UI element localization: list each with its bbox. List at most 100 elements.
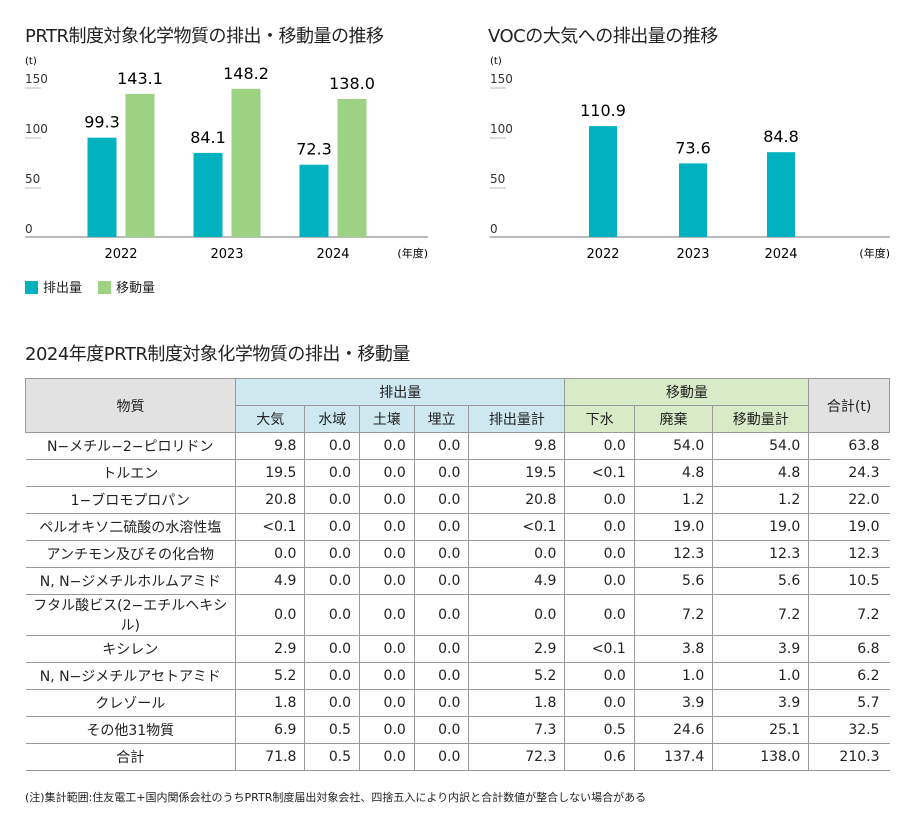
substance-cell: クレゾール: [25, 689, 236, 717]
value-cell: 0.0: [359, 743, 415, 771]
value-cell: 0.0: [564, 540, 635, 568]
value-cell: 3.9: [712, 635, 809, 663]
value-cell: 0.0: [413, 716, 469, 744]
subheader-emission: 土壌: [359, 405, 415, 433]
substance-cell: フタル酸ビス(2−エチルヘキシル): [25, 594, 236, 636]
value-cell: 4.8: [633, 459, 713, 487]
bar-emission: [87, 137, 117, 237]
value-cell: 0.0: [564, 594, 635, 636]
value-cell: 1.2: [712, 486, 809, 514]
value-cell: 138.0: [712, 743, 809, 771]
value-cell: 20.8: [234, 486, 305, 514]
value-cell: 1.8: [234, 689, 305, 717]
substance-cell: アンチモン及びその化合物: [25, 540, 236, 568]
substance-cell: N−メチル−2−ピロリドン: [25, 432, 236, 460]
table-row: ペルオキソ二硫酸の水溶性塩 <0.1 0.0 0.0 0.0 <0.1 0.0 19.0 19.…: [25, 513, 890, 541]
value-cell: 0.0: [304, 662, 360, 690]
y-tick-label: 50: [490, 172, 505, 186]
value-cell: 5.6: [633, 567, 713, 595]
value-cell: 7.2: [808, 594, 890, 636]
value-cell: 0.0: [359, 662, 415, 690]
value-cell: 0.0: [413, 594, 469, 636]
x-tick-label: 2022: [586, 247, 619, 262]
subheader-transfer: 廃棄: [633, 405, 714, 433]
value-cell: 0.0: [359, 567, 415, 595]
table-row: キシレン 2.9 0.0 0.0 0.0 2.9 <0.1 3.8 3.9 6.8: [25, 635, 890, 663]
value-cell: 0.0: [359, 594, 415, 636]
substance-cell: その他31物質: [25, 716, 236, 744]
bar-emission: [589, 126, 617, 237]
data-label: 72.3: [296, 140, 332, 159]
value-cell: 0.6: [564, 743, 635, 771]
value-cell: 32.5: [808, 716, 890, 744]
header-substance: 物質: [25, 378, 236, 433]
value-cell: 6.8: [808, 635, 890, 663]
table-row: N, N−ジメチルホルムアミド 4.9 0.0 0.0 0.0 4.9 0.0 5.6 5.6 1…: [25, 567, 890, 595]
legend-label: 移動量: [116, 281, 156, 296]
x-tick-label: 2024: [764, 247, 797, 262]
x-axis-unit: (年度): [397, 246, 428, 260]
value-cell: 0.5: [304, 743, 360, 771]
value-cell: 9.8: [468, 432, 565, 460]
value-cell: 2.9: [234, 635, 305, 663]
value-cell: 0.0: [564, 689, 635, 717]
value-cell: 12.3: [808, 540, 890, 568]
value-cell: 1.8: [468, 689, 565, 717]
value-cell: 0.0: [304, 459, 360, 487]
subheader-transfer: 移動量計: [712, 405, 810, 433]
value-cell: 0.0: [359, 459, 415, 487]
subheader-transfer: 下水: [564, 405, 635, 433]
value-cell: 0.0: [359, 513, 415, 541]
value-cell: 0.0: [234, 540, 305, 568]
subheader-emission: 水域: [304, 405, 361, 433]
data-label: 148.2: [223, 64, 269, 83]
table-row: クレゾール 1.8 0.0 0.0 0.0 1.8 0.0 3.9 3.9 5.7: [25, 689, 890, 717]
subheader-emission: 埋立: [413, 405, 470, 433]
value-cell: 0.0: [304, 486, 360, 514]
substance-cell: キシレン: [25, 635, 236, 663]
value-cell: 0.0: [359, 432, 415, 460]
substance-cell: 合計: [25, 743, 236, 771]
value-cell: 22.0: [808, 486, 890, 514]
x-axis-unit: (年度): [859, 246, 890, 260]
value-cell: 72.3: [468, 743, 565, 771]
data-label: 110.9: [580, 101, 626, 120]
footnote: (注)集計範囲:住友電工+国内関係会社のうちPRTR制度届出対象会社、四捨五入に…: [25, 791, 647, 804]
table-row: 合計 71.8 0.5 0.0 0.0 72.3 0.6 137.4 138.0 210.3: [25, 743, 890, 771]
data-label: 73.6: [675, 138, 711, 157]
value-cell: 54.0: [712, 432, 809, 460]
bar-transfer: [231, 88, 261, 237]
value-cell: <0.1: [564, 459, 635, 487]
voc-trend-chart: (t) 0 50 100 150 (年度) 2022 110.9 2023 73.6 2024 84.…: [490, 56, 890, 262]
y-tick-label: 0: [490, 222, 498, 236]
table-row: フタル酸ビス(2−エチルヘキシル) 0.0 0.0 0.0 0.0 0.0 0.0 7.2 7.…: [25, 594, 890, 636]
value-cell: 0.0: [564, 513, 635, 541]
value-cell: 6.2: [808, 662, 890, 690]
value-cell: 19.0: [712, 513, 809, 541]
value-cell: 0.5: [304, 716, 360, 744]
value-cell: 0.0: [304, 594, 360, 636]
subheader-emission: 排出量計: [468, 405, 566, 433]
x-tick-label: 2023: [210, 247, 243, 262]
y-tick-label: 150: [490, 72, 513, 86]
value-cell: 9.8: [234, 432, 305, 460]
header-total: 合計(t): [808, 378, 890, 433]
value-cell: 7.3: [468, 716, 565, 744]
legend-label: 排出量: [43, 281, 83, 296]
value-cell: 6.9: [234, 716, 305, 744]
value-cell: 0.5: [564, 716, 635, 744]
value-cell: 3.8: [633, 635, 713, 663]
value-cell: 3.9: [712, 689, 809, 717]
value-cell: 0.0: [413, 486, 469, 514]
table-row: 1−ブロモプロパン 20.8 0.0 0.0 0.0 20.8 0.0 1.2 1.2 22.0: [25, 486, 890, 514]
bar-transfer: [337, 99, 367, 237]
y-tick-label: 100: [25, 122, 48, 136]
substance-cell: ペルオキソ二硫酸の水溶性塩: [25, 513, 236, 541]
data-label: 138.0: [329, 74, 375, 93]
chart1-title: PRTR制度対象化学物質の排出・移動量の推移: [25, 26, 384, 47]
value-cell: 0.0: [359, 540, 415, 568]
legend-item-emission: 排出量: [25, 277, 82, 296]
header-emission: 排出量: [234, 378, 566, 406]
header-transfer: 移動量: [564, 378, 810, 406]
table-row: N, N−ジメチルアセトアミド 5.2 0.0 0.0 0.0 5.2 0.0 1.0 1.0 6…: [25, 662, 890, 690]
